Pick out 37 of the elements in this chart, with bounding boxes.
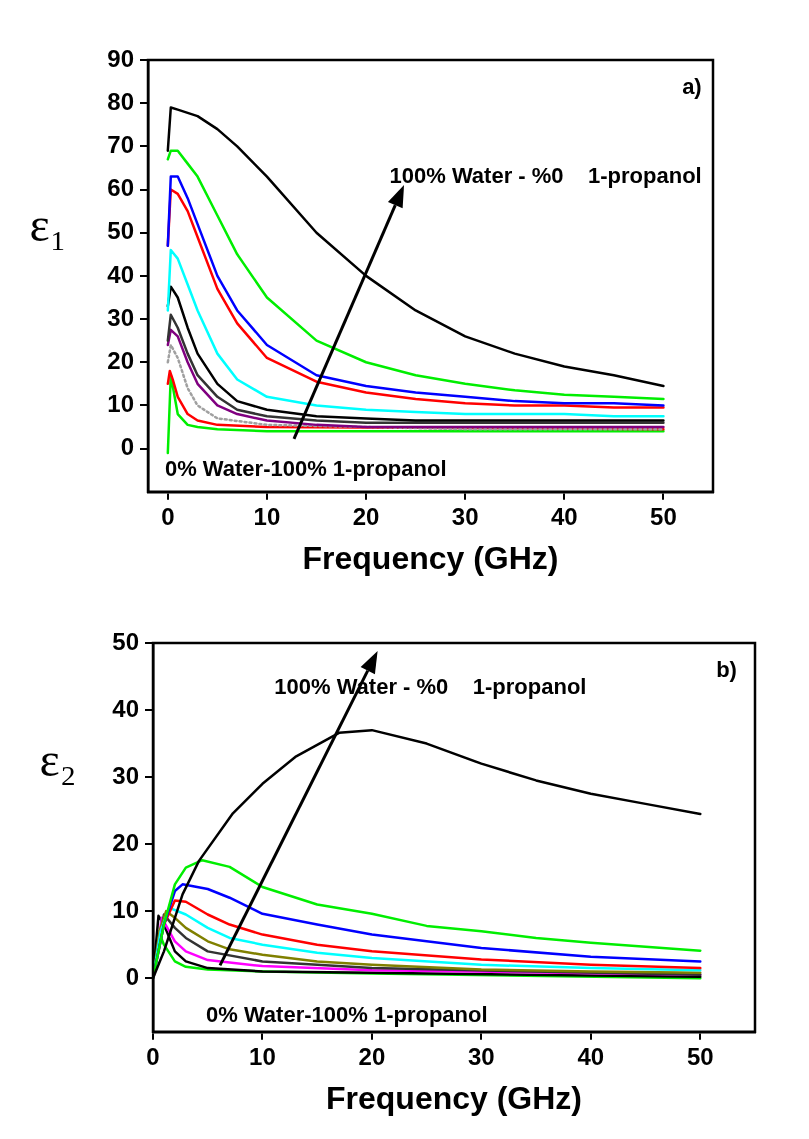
- x-tick-label: 20: [352, 502, 380, 530]
- y-tick-label: 80: [107, 87, 134, 115]
- y-tick-label: 0: [120, 433, 134, 461]
- annotation: b): [716, 657, 737, 683]
- x-tick-label: 30: [451, 502, 479, 530]
- y-tick-label: 40: [112, 694, 139, 722]
- x-tick-label: 10: [253, 502, 281, 530]
- annotation: 0% Water-100% 1-propanol: [205, 1002, 488, 1028]
- annotation: 0% Water-100% 1-propanol: [164, 456, 447, 482]
- x-tick-label: 40: [550, 502, 578, 530]
- x-axis-title: Frequency (GHz): [302, 539, 559, 576]
- y-tick-label: 70: [107, 130, 134, 158]
- y-tick-label: 40: [107, 260, 134, 288]
- y-tick-label: 90: [107, 44, 134, 72]
- x-tick-label: 40: [577, 1042, 605, 1070]
- y-tick-label: 10: [107, 390, 134, 418]
- y-tick-label: 50: [112, 627, 139, 655]
- x-tick-label: 50: [650, 502, 677, 530]
- x-tick-label: 10: [249, 1042, 276, 1070]
- y-tick-label: 30: [107, 303, 134, 331]
- x-axis-title: Frequency (GHz): [325, 1079, 583, 1116]
- y-tick-label: 0: [125, 962, 139, 990]
- annotation: 100% Water - %0 1-propanol: [389, 162, 702, 188]
- y-tick-label: 50: [107, 217, 134, 245]
- x-tick-label: 0: [146, 1042, 160, 1070]
- y-tick-label: 10: [112, 895, 139, 923]
- y-tick-label: 20: [107, 346, 134, 374]
- y-tick-label: 20: [112, 828, 139, 856]
- x-tick-label: 0: [161, 502, 175, 530]
- annotation: a): [682, 74, 702, 100]
- y-tick-label: 30: [112, 761, 139, 789]
- x-tick-label: 20: [358, 1042, 386, 1070]
- y-axis-title: ε₁: [29, 198, 67, 252]
- x-tick-label: 30: [468, 1042, 495, 1070]
- y-axis-title: ε₂: [39, 733, 77, 787]
- y-tick-label: 60: [107, 174, 134, 202]
- x-tick-label: 50: [686, 1042, 714, 1070]
